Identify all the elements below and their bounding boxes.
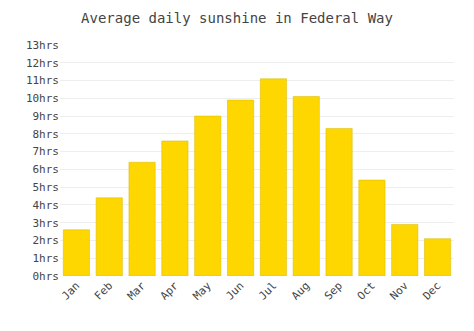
svg-text:Feb: Feb bbox=[92, 279, 115, 302]
svg-text:3hrs: 3hrs bbox=[33, 217, 60, 230]
svg-text:7hrs: 7hrs bbox=[33, 145, 60, 158]
svg-text:13hrs: 13hrs bbox=[26, 39, 59, 52]
svg-text:Jul: Jul bbox=[256, 279, 279, 302]
svg-text:11hrs: 11hrs bbox=[26, 74, 59, 87]
svg-text:Jun: Jun bbox=[223, 279, 246, 302]
svg-text:Apr: Apr bbox=[158, 279, 182, 303]
svg-text:Average daily sunshine in Fede: Average daily sunshine in Federal Way bbox=[81, 10, 393, 26]
svg-text:1hrs: 1hrs bbox=[33, 252, 60, 265]
svg-text:Aug: Aug bbox=[289, 279, 312, 302]
svg-text:4hrs: 4hrs bbox=[33, 199, 60, 212]
svg-text:2hrs: 2hrs bbox=[33, 234, 60, 247]
svg-text:0hrs: 0hrs bbox=[33, 270, 60, 283]
svg-text:12hrs: 12hrs bbox=[26, 57, 59, 70]
svg-text:May: May bbox=[191, 279, 215, 303]
svg-text:Oct: Oct bbox=[355, 279, 378, 302]
svg-text:10hrs: 10hrs bbox=[26, 92, 59, 105]
svg-text:8hrs: 8hrs bbox=[33, 128, 60, 141]
svg-text:Sep: Sep bbox=[322, 279, 345, 302]
svg-text:Mar: Mar bbox=[125, 279, 149, 303]
svg-text:5hrs: 5hrs bbox=[33, 181, 60, 194]
svg-text:Dec: Dec bbox=[420, 279, 443, 302]
svg-text:Nov: Nov bbox=[388, 279, 412, 303]
svg-text:9hrs: 9hrs bbox=[33, 110, 60, 123]
svg-text:Jan: Jan bbox=[59, 279, 82, 302]
svg-text:6hrs: 6hrs bbox=[33, 163, 60, 176]
